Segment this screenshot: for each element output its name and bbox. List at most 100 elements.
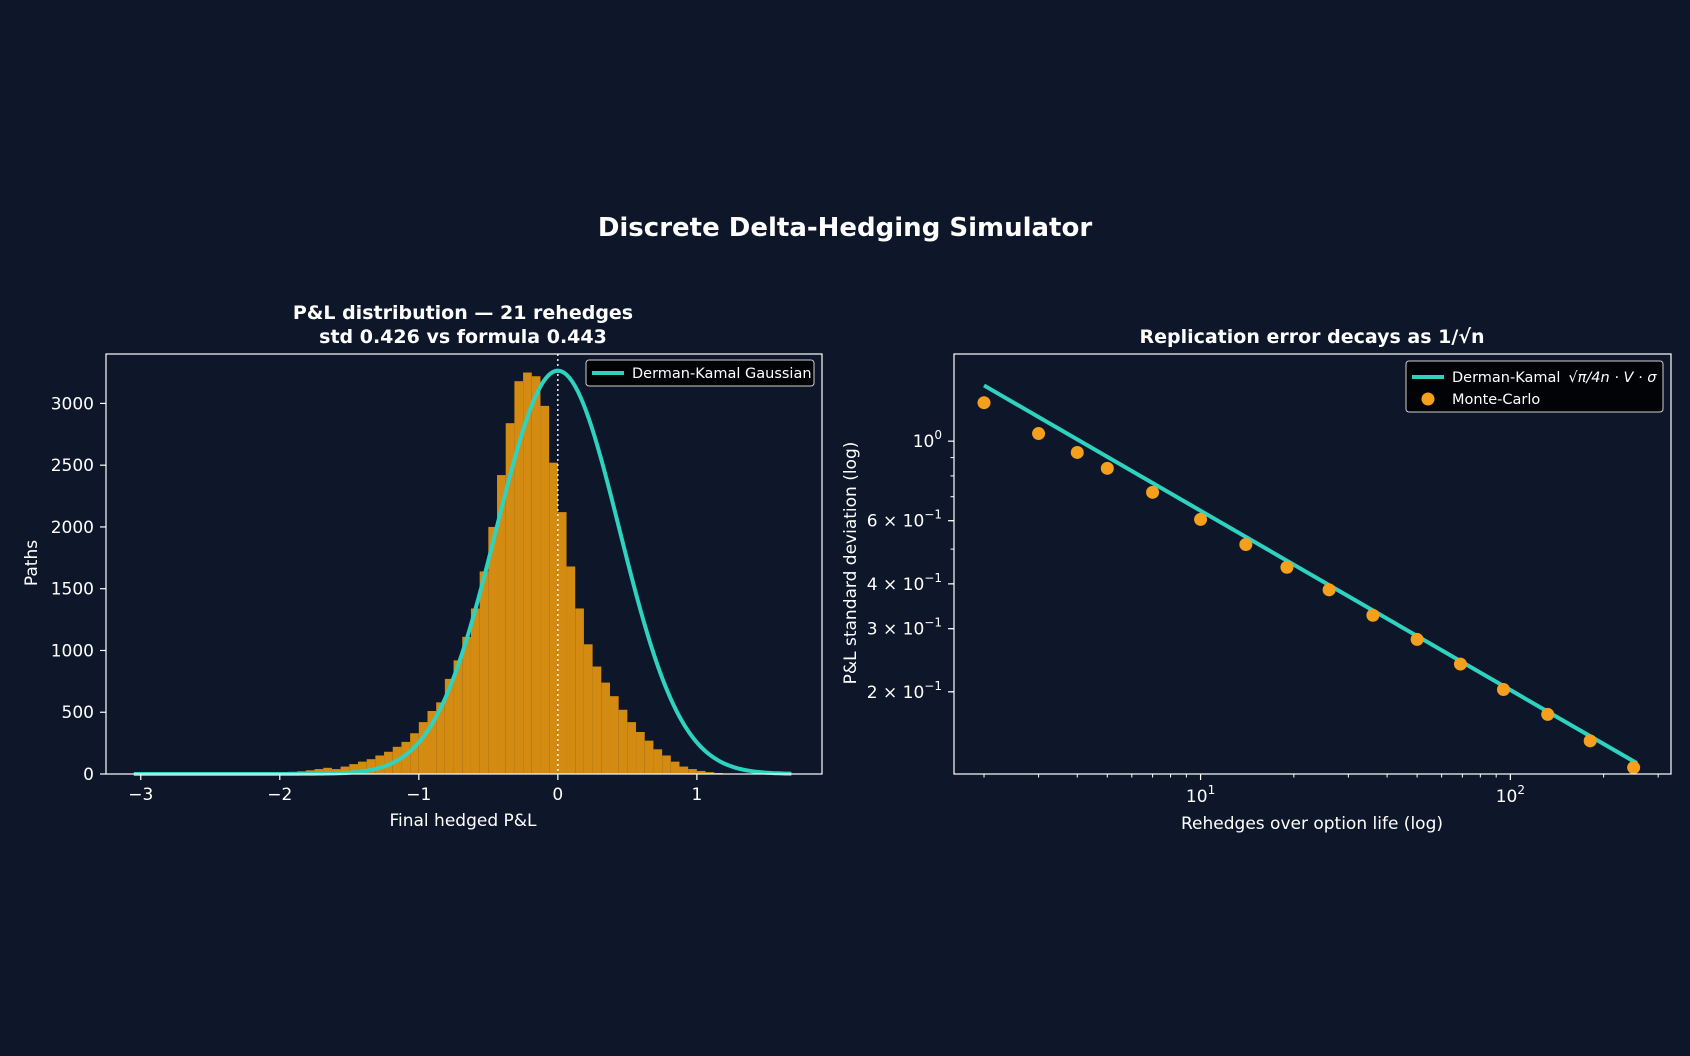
histogram-bar [653,749,663,774]
decay-frame [953,353,1672,775]
monte-carlo-point [1366,608,1380,622]
histogram-bar [696,770,706,774]
decay-chart: Replication error decays as 1/√n 101 102 … [841,326,1672,834]
histogram-bar [401,741,411,774]
histogram-x-tick-label: −2 [267,785,292,805]
monte-carlo-point [1410,632,1424,646]
histogram-x-tick-label: −1 [406,785,431,805]
monte-carlo-point [1496,683,1510,697]
histogram-bar [566,566,576,774]
decay-legend-point-swatch [1421,392,1435,406]
histogram-bar [349,764,358,774]
histogram-subtitle: std 0.426 vs formula 0.443 [319,326,607,348]
decay-legend-point-label: Monte-Carlo [1452,392,1540,408]
decay-legend-box [1405,360,1664,413]
decay-y-tick-label: 3 × 10−1 [867,616,942,640]
monte-carlo-point [1280,560,1294,574]
monte-carlo-point [1453,657,1467,671]
histogram-bar [357,761,367,774]
histogram-bar [479,571,489,774]
decay-x-ticks: 101 102 [1186,774,1525,807]
monte-carlo-point [1322,583,1336,597]
histogram-bar [583,644,593,774]
histogram-bar [523,372,532,774]
decay-y-tick-label: 4 × 10−1 [867,571,942,595]
histogram-bar [375,755,385,774]
histogram-bar [462,636,471,774]
decay-legend: Derman-Kamal √π/4n · V · σ Monte-Carlo [1405,360,1664,413]
histogram-bar [427,711,437,774]
histogram-legend-label: Derman-Kamal Gaussian [632,366,812,382]
histogram-bar [488,526,498,774]
histogram-bar [618,709,628,774]
decay-x-tick-label: 102 [1496,783,1525,807]
histogram-x-ticks: −3 −2 −1 0 1 [128,774,702,805]
histogram-bar [662,755,671,774]
histogram-x-tick-label: 0 [552,785,563,805]
histogram-bars [140,372,750,774]
histogram-bar [575,608,584,774]
monte-carlo-point [1070,445,1084,459]
histogram-y-tick-label: 3000 [51,394,94,414]
histogram-bar [497,475,506,774]
monte-carlo-point [1194,512,1208,526]
monte-carlo-point [977,396,991,410]
histogram-bar [531,376,541,774]
histogram-bar [540,405,550,774]
histogram-legend-box [585,359,815,387]
histogram-legend: Derman-Kamal Gaussian [585,359,815,387]
histogram-bar [340,766,350,774]
histogram-bar [314,769,324,774]
histogram-bar [627,722,637,774]
histogram-bar [670,761,680,774]
histogram-frame [105,353,823,775]
histogram-bar [323,767,332,774]
histogram-bar [453,660,463,774]
decay-y-tick-label: 100 [913,428,942,452]
histogram-bar [505,423,515,774]
derman-kamal-line [983,383,1638,765]
monte-carlo-point [1032,427,1046,441]
monte-carlo-points [977,396,1641,775]
histogram-y-tick-label: 0 [83,765,94,785]
histogram-y-tick-label: 2000 [51,518,94,538]
figure-title: Discrete Delta-Hedging Simulator [598,213,1093,243]
monte-carlo-point [1541,707,1555,721]
monte-carlo-point [1100,461,1114,475]
histogram-bar [679,766,689,774]
histogram-bar [514,381,524,774]
histogram-y-tick-label: 1500 [51,580,94,600]
histogram-y-tick-label: 1000 [51,641,94,661]
decay-title: Replication error decays as 1/√n [1139,326,1484,348]
histogram-x-label: Final hedged P&L [389,811,537,831]
monte-carlo-point [1583,734,1597,748]
histogram-bar [609,696,619,774]
histogram-bar [366,759,376,774]
decay-y-label: P&L standard deviation (log) [841,442,861,685]
histogram-y-tick-label: 500 [62,703,94,723]
histogram-bar [688,769,697,774]
monte-carlo-point [1239,538,1253,552]
histogram-chart: P&L distribution — 21 rehedges std 0.426… [22,302,823,831]
histogram-y-tick-label: 2500 [51,456,94,476]
monte-carlo-point [1146,485,1160,499]
histogram-x-tick-label: −3 [128,785,153,805]
decay-y-tick-label: 6 × 10−1 [867,508,942,532]
histogram-bar [601,682,610,774]
decay-y-ticks: 100 6 × 10−1 4 × 10−1 3 × 10−1 2 × 10−1 [867,428,954,703]
histogram-bar [636,732,645,774]
histogram-title: P&L distribution — 21 rehedges [293,302,633,324]
decay-x-label: Rehedges over option life (log) [1181,814,1443,834]
histogram-y-ticks: 0 500 1000 1500 2000 2500 3000 [51,394,106,785]
histogram-y-label: Paths [22,540,42,586]
histogram-bar [436,702,445,774]
decay-legend-line-label: Derman-Kamal √π/4n · V · σ [1452,370,1657,386]
histogram-bar [549,462,558,774]
histogram-bar [470,608,480,774]
histogram-bar [444,678,454,774]
histogram-bar [705,772,715,774]
histogram-bar [644,740,654,774]
histogram-bar [418,722,428,774]
histogram-x-tick-label: 1 [691,785,702,805]
